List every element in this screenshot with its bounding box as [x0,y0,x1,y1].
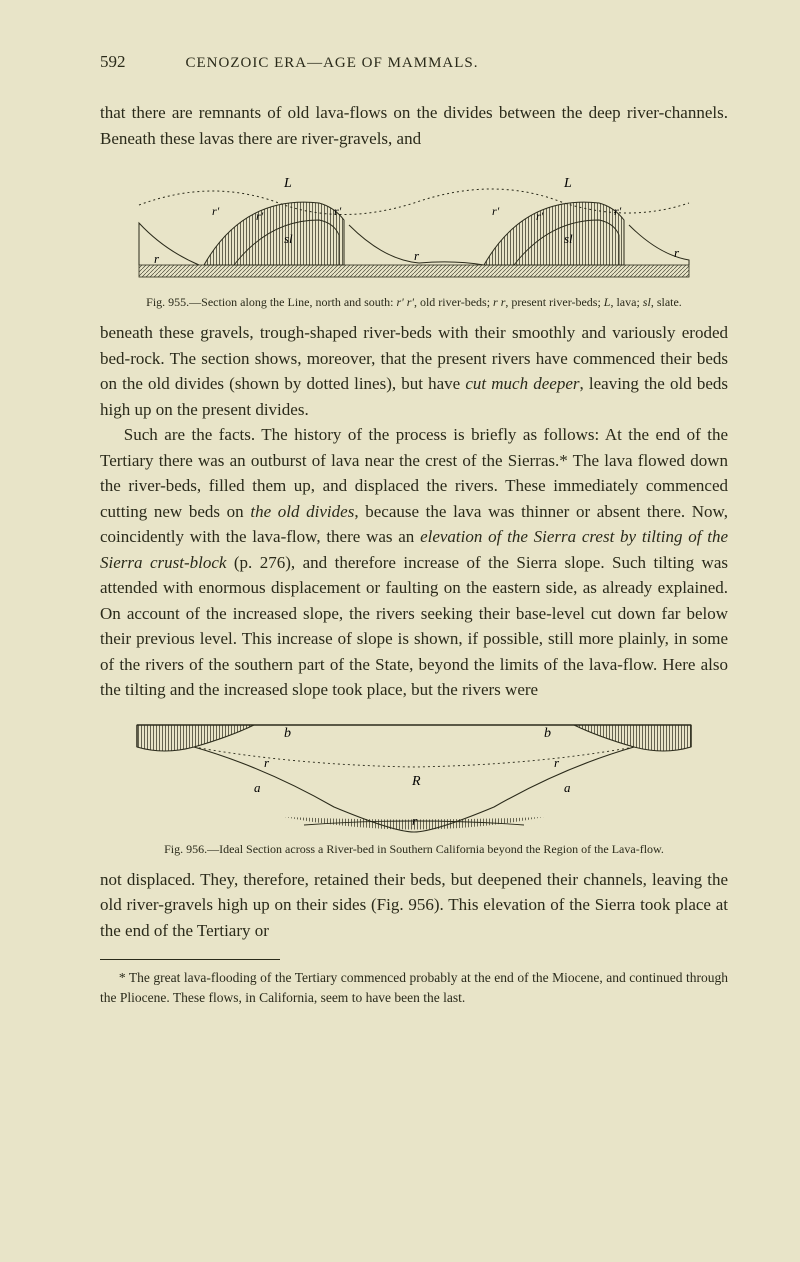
fig955-r2: r [414,248,420,263]
fig956-R: R [411,774,421,789]
page-number: 592 [100,52,126,72]
cap955-h: sl [643,295,651,309]
fig956-caption: Fig. 956.—Ideal Section across a River-b… [100,841,728,857]
fig955-r1: r [154,251,160,266]
fig955-rp5: r' [536,209,544,223]
fig955-svg: L L r' r' r' r' r' r' sl sl r r r [134,165,694,290]
para2-em: cut much deeper [465,374,579,393]
footnote-rule [100,959,280,960]
fig956-r1: r [264,755,270,770]
figure-956: b b r r a a R r Fig. 956.—Ideal Section … [100,717,728,857]
cap955-c: , old river-beds; [414,295,493,309]
para4-text: not displaced. They, therefore, retained… [100,870,728,940]
fig956-a2: a [564,780,571,795]
paragraph-1: that there are remnants of old lava-flow… [100,100,728,151]
fig955-sl2: sl [564,231,573,246]
fig955-rp1: r' [212,204,220,218]
figure-955: L L r' r' r' r' r' r' sl sl r r r Fig. 9… [100,165,728,310]
fig955-sl1: sl [284,231,293,246]
footnote-text: * The great lava-flooding of the Tertiar… [100,968,728,1007]
fig955-L1: L [283,176,292,191]
cap955-g: , lava; [610,295,642,309]
fig956-r2: r [554,755,560,770]
cap955-d: r r [493,295,505,309]
fig956-svg: b b r r a a R r [134,717,694,837]
fig955-rp2: r' [256,209,264,223]
fig956-b2: b [544,726,551,741]
cap955-a: Fig. 955.—Section along the Line, north … [146,295,396,309]
fig955-caption: Fig. 955.—Section along the Line, north … [100,294,728,310]
fig956-a1: a [254,780,261,795]
cap955-i: , slate. [651,295,682,309]
page-header: 592 CENOZOIC ERA—AGE OF MAMMALS. [100,52,728,72]
para3-c: (p. 276), and therefore increase of the … [100,553,728,700]
paragraph-3: Such are the facts. The history of the p… [100,422,728,703]
fig955-rp3: r' [334,204,342,218]
para3-em1: the old divides [250,502,354,521]
cap955-b: r' r' [396,295,413,309]
chapter-title: CENOZOIC ERA—AGE OF MAMMALS. [186,55,479,72]
fig955-L2: L [563,176,572,191]
footnote: * The great lava-flooding of the Tertiar… [100,968,728,1007]
paragraph-4: not displaced. They, therefore, retained… [100,867,728,944]
cap955-e: , present river-beds; [505,295,603,309]
fig955-rp6: r' [614,204,622,218]
fig955-rp4: r' [492,204,500,218]
paragraph-2: beneath these gravels, trough-shaped riv… [100,320,728,422]
para1-text: that there are remnants of old lava-flow… [100,103,728,148]
fig956-b1: b [284,726,291,741]
